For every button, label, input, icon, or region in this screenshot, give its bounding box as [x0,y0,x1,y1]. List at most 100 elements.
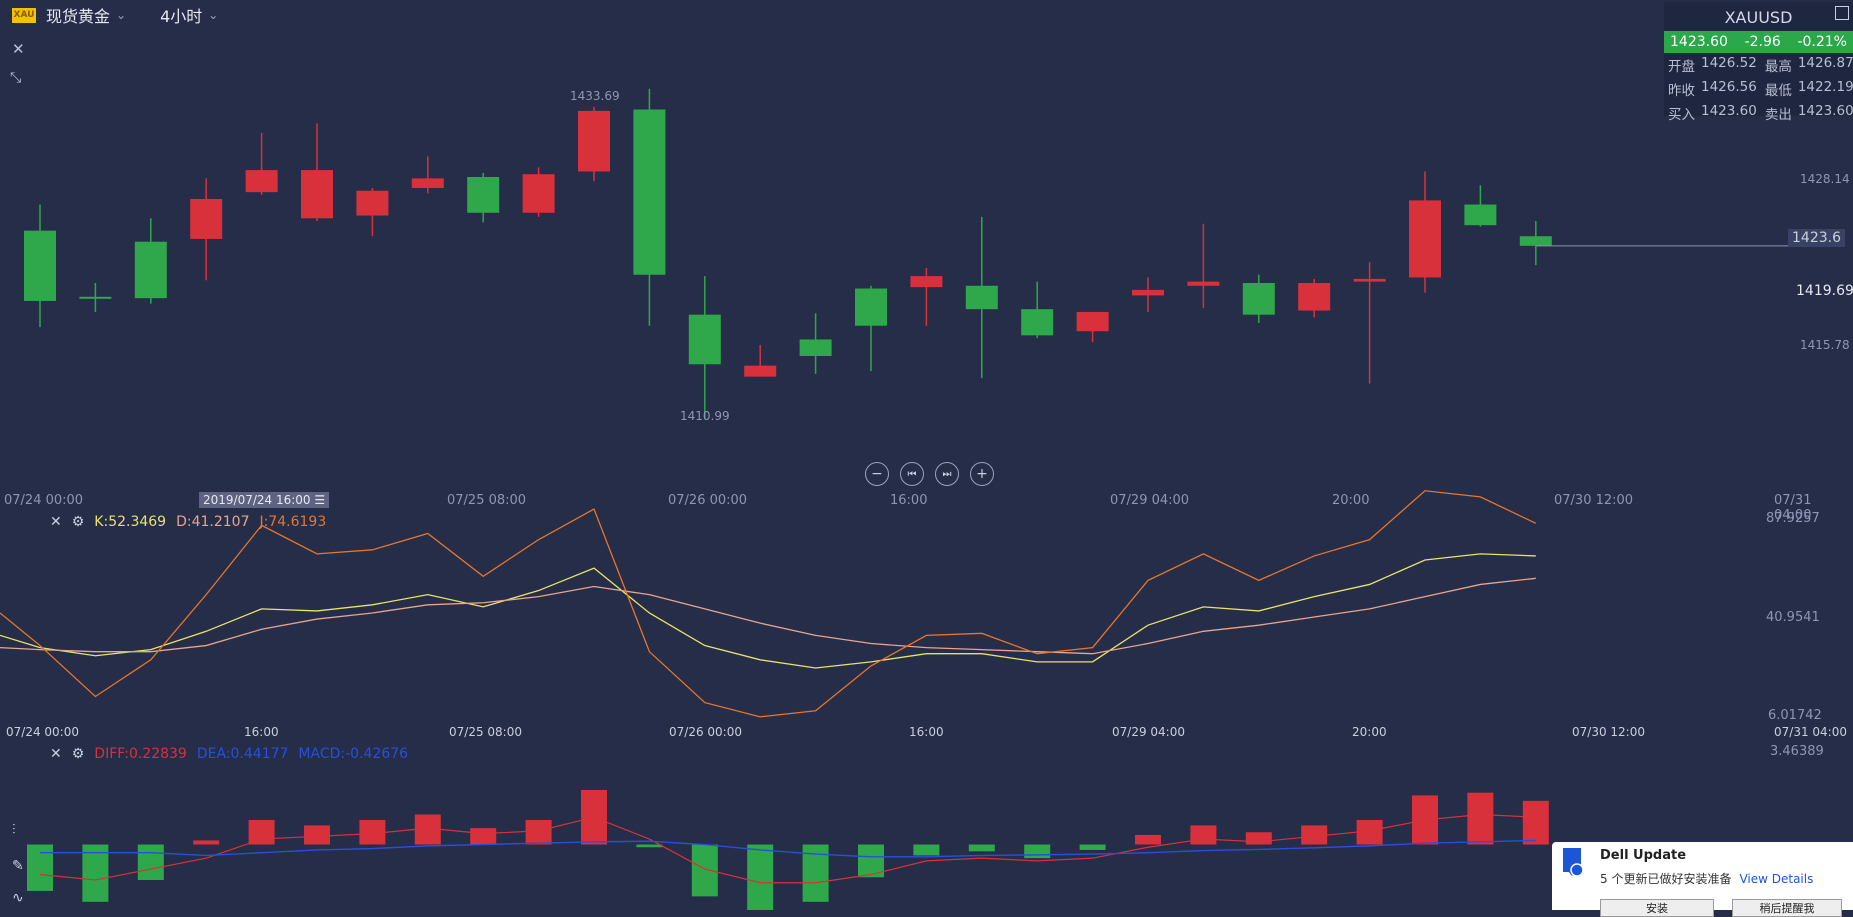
chart-tool-icon[interactable]: ⫶ [12,822,16,838]
kdj-tick: 6.01742 [1768,708,1822,723]
macd-bar [304,825,330,845]
dell-update-notification[interactable]: Dell Update 5 个更新已做好安装准备 View Details 安装 … [1552,842,1853,917]
kdj-line-j [0,490,1537,718]
bid-value: 1423.60 [1701,103,1757,119]
time-tick-label: 20:00 [1352,725,1387,739]
time-tick-label: 07/29 04:00 [1112,725,1185,739]
macd-bar [968,844,995,852]
price-tick: 1428.14 [1800,172,1850,186]
wave-tool-icon[interactable]: ∿ [12,890,24,906]
candle-body [744,365,777,377]
candle-body [855,288,887,326]
ask-value: 1423.60 [1797,103,1853,119]
close-icon[interactable]: ✕ [50,746,62,762]
zoom-in-button[interactable]: + [970,462,994,486]
macd-bar [747,844,774,910]
candle-body [190,199,223,239]
symbol-selector[interactable]: 现货黄金 [46,7,111,26]
time-tick-label: 16:00 [890,493,928,508]
gear-icon[interactable]: ⚙ [71,514,85,530]
macd-series [27,789,1549,910]
dea-value: DEA:0.44177 [196,746,289,762]
time-tick-label: 07/31 04:00 [1774,725,1847,739]
candle-body [1242,283,1275,315]
skip-start-button[interactable]: ⏮ [900,462,924,486]
macd-bar [1522,800,1549,845]
time-tick-label: 16:00 [244,725,279,739]
macd-bar [1467,792,1494,845]
candle-body [1519,236,1552,246]
d-value: D:41.2107 [176,514,250,530]
candle-body [1021,309,1054,336]
macd-bar [1190,825,1217,845]
time-tick-label: 20:00 [1332,493,1370,508]
candle-body [1298,283,1331,311]
time-tick-label: 07/30 12:00 [1554,493,1634,508]
skip-end-button[interactable]: ⏭ [935,462,959,486]
gear-icon[interactable]: ⚙ [71,746,85,762]
macd-bar [1079,844,1106,850]
quote-panel: XAUUSD 1423.60 -2.96 -0.21% 开盘 1426.52 最… [1664,2,1853,123]
install-button[interactable]: 安装 [1600,899,1714,917]
macd-legend: ✕ ⚙ DIFF:0.22839 DEA:0.44177 MACD:-0.426… [50,746,418,762]
time-tick-label: 07/26 00:00 [669,725,742,739]
zoom-out-button[interactable]: − [865,462,889,486]
candle-body [522,174,555,213]
kdj-legend: ✕ ⚙ K:52.3469 D:41.2107 J:74.6193 [50,514,336,530]
chevron-down-icon[interactable]: ⌄ [208,8,219,22]
price-tick: 1415.78 [1800,338,1850,352]
high-label: 最高 [1764,59,1792,75]
time-tick-label: 07/30 12:00 [1572,725,1645,739]
candle-body [301,170,333,219]
crosshair-price-tag: 1419.69 [1792,282,1853,300]
macd-bar [248,819,275,845]
time-tick-label: 07/31 04:00 [1774,493,1812,523]
candle-body [799,339,832,356]
close-icon[interactable]: ✕ [50,514,62,530]
quote-row-close: 昨收 1426.56 最低 1422.19 [1664,77,1853,101]
macd-bar [193,840,220,845]
timeframe-selector[interactable]: 4小时 [160,7,203,26]
candle-body [356,190,389,216]
time-tick-label: 16:00 [909,725,944,739]
quote-symbol: XAUUSD [1724,8,1793,27]
chevron-down-icon[interactable]: ⌄ [116,8,127,22]
low-value: 1422.19 [1797,79,1853,95]
prev-close-label: 昨收 [1668,83,1695,99]
candle-body [1132,289,1164,296]
candle-body [578,110,610,172]
candle-body [1187,281,1220,286]
collapse-icon[interactable]: ⤡ [10,70,22,86]
kdj-tick: 87.9257 [1766,511,1820,526]
k-value: K:52.3469 [94,514,167,530]
draw-tool-icon[interactable]: ✎ [12,858,24,874]
macd-bar [913,844,940,856]
panel-toggle-icon[interactable] [1835,6,1849,20]
quote-price: 1423.60 [1670,34,1728,50]
macd-bar [636,844,663,848]
remind-later-button[interactable]: 稍后提醒我 [1732,899,1842,917]
high-value: 1426.87 [1797,55,1853,71]
macd-bar [470,828,497,845]
view-details-link[interactable]: View Details [1739,872,1814,886]
macd-bar [691,844,718,897]
candlestick-series [24,88,1552,420]
close-icon[interactable]: ✕ [12,40,25,58]
kdj-series [0,490,1537,718]
open-value: 1426.52 [1701,55,1757,71]
macd-bar [137,844,164,880]
macd-bar [1245,832,1272,845]
candle-body [688,314,721,365]
quote-change: -2.96 [1744,34,1781,50]
current-price-tag: 1423.6 [1788,229,1845,247]
macd-value: MACD:-0.42676 [298,746,409,762]
macd-bar [27,844,53,891]
gold-logo: XAU [12,7,36,23]
kdj-tick: 40.9541 [1766,610,1820,625]
notification-text: 5 个更新已做好安装准备 [1600,872,1732,886]
macd-bar [82,844,109,902]
time-tick-label: 07/29 04:00 [1110,493,1190,508]
quote-row-bid: 买入 1423.60 卖出 1423.60 [1664,101,1853,125]
quote-change-pct: -0.21% [1797,34,1847,50]
